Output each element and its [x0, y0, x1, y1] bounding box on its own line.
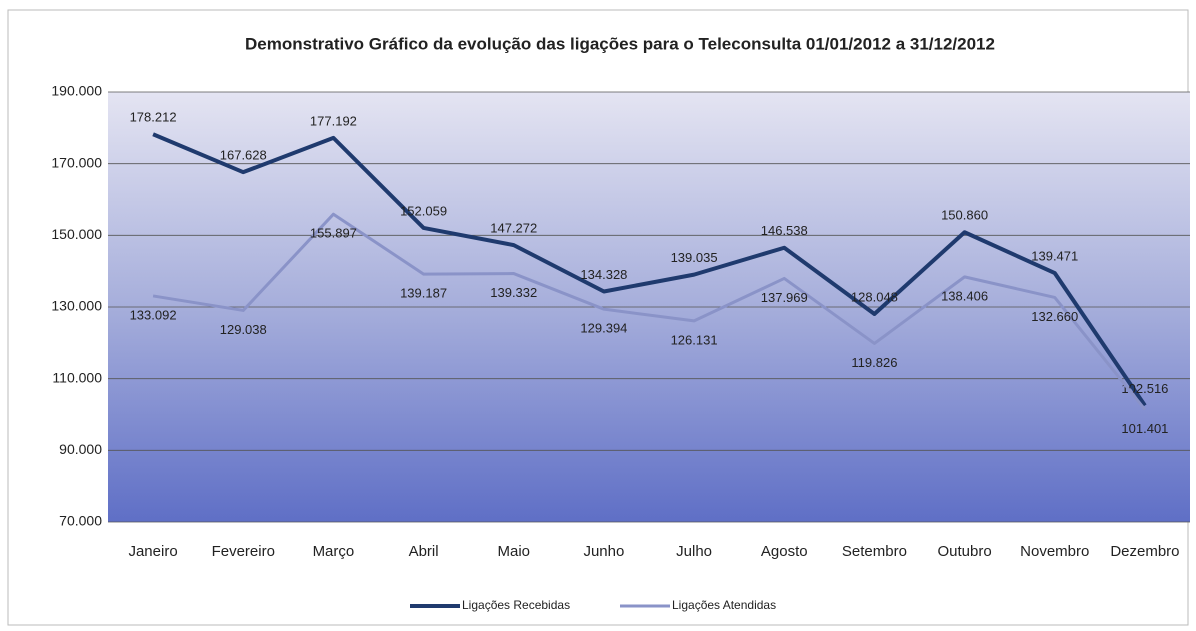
y-tick-label: 70.000 — [59, 513, 102, 529]
data-label: 147.272 — [490, 221, 537, 236]
x-tick-label: Maio — [497, 543, 530, 560]
data-label: 146.538 — [761, 223, 808, 238]
data-label: 139.035 — [671, 250, 718, 265]
legend-label: Ligações Recebidas — [462, 598, 570, 612]
data-label: 102.516 — [1121, 381, 1168, 396]
x-tick-label: Julho — [676, 543, 712, 560]
data-label: 133.092 — [130, 307, 177, 322]
y-tick-label: 150.000 — [51, 226, 102, 242]
data-label: 155.897 — [310, 226, 357, 241]
y-tick-label: 90.000 — [59, 441, 102, 457]
y-tick-label: 130.000 — [51, 298, 102, 314]
x-tick-label: Dezembro — [1110, 543, 1179, 560]
data-label: 126.131 — [671, 332, 718, 347]
y-tick-label: 110.000 — [52, 369, 102, 385]
data-label: 134.328 — [580, 267, 627, 282]
data-label: 150.860 — [941, 208, 988, 223]
x-tick-label: Abril — [409, 543, 439, 560]
legend-label: Ligações Atendidas — [672, 598, 776, 612]
data-label: 139.187 — [400, 286, 447, 301]
data-label: 128.048 — [851, 289, 898, 304]
data-label: 101.401 — [1121, 421, 1168, 436]
x-tick-label: Junho — [583, 543, 624, 560]
data-label: 139.471 — [1031, 248, 1078, 263]
x-tick-label: Novembro — [1020, 543, 1089, 560]
data-label: 119.826 — [851, 355, 897, 370]
data-label: 167.628 — [220, 148, 267, 163]
x-tick-label: Setembro — [842, 543, 907, 560]
data-label: 178.212 — [130, 110, 177, 125]
y-tick-label: 190.000 — [51, 83, 102, 99]
x-tick-label: Agosto — [761, 543, 808, 560]
data-label: 152.059 — [400, 203, 447, 218]
chart-title: Demonstrativo Gráfico da evolução das li… — [245, 34, 995, 53]
line-series — [152, 212, 1147, 411]
x-tick-label: Outubro — [937, 543, 991, 560]
data-label: 139.332 — [490, 285, 537, 300]
x-tick-label: Março — [313, 543, 355, 560]
data-label: 137.969 — [761, 290, 808, 305]
data-label: 138.406 — [941, 288, 988, 303]
data-label: 132.660 — [1031, 309, 1078, 324]
data-label: 177.192 — [310, 113, 357, 128]
x-tick-label: Janeiro — [128, 543, 177, 560]
y-tick-label: 170.000 — [51, 154, 102, 170]
x-tick-label: Fevereiro — [212, 543, 275, 560]
data-label: 129.394 — [580, 321, 627, 336]
data-label: 129.038 — [220, 322, 267, 337]
line-series — [152, 132, 1147, 407]
